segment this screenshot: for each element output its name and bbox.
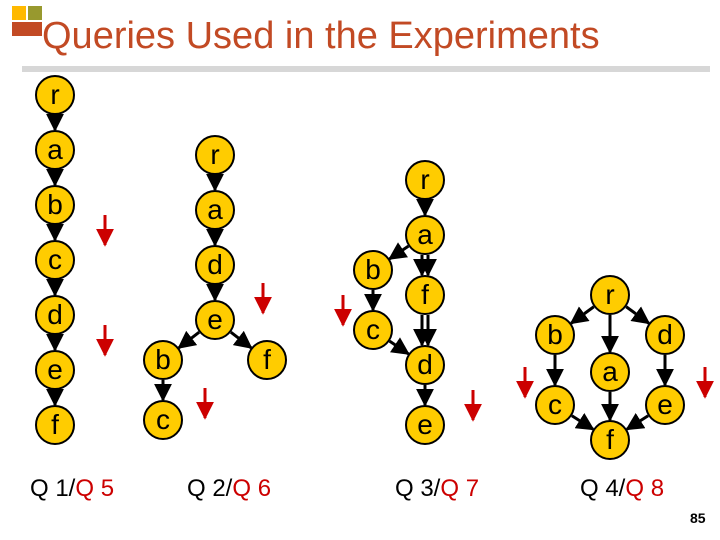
- node-f4: f: [590, 420, 630, 460]
- caption-q2q6: Q 2/Q 6: [187, 475, 271, 503]
- node-d1: d: [35, 295, 75, 335]
- caption-q1q5: Q 1/Q 5: [30, 475, 114, 503]
- node-e4: e: [645, 385, 685, 425]
- node-r2: r: [195, 135, 235, 175]
- caption-q3q7: Q 3/Q 7: [395, 475, 479, 503]
- node-b3: b: [353, 250, 393, 290]
- node-d4: d: [645, 315, 685, 355]
- node-r4: r: [590, 275, 630, 315]
- node-e1: e: [35, 350, 75, 390]
- node-r1: r: [35, 75, 75, 115]
- node-b4: b: [535, 315, 575, 355]
- node-a1: a: [35, 130, 75, 170]
- node-e2: e: [195, 300, 235, 340]
- node-r3: r: [405, 160, 445, 200]
- accent-yellow: [12, 6, 26, 20]
- node-c4: c: [535, 385, 575, 425]
- node-a3: a: [405, 215, 445, 255]
- node-d2: d: [195, 245, 235, 285]
- node-a2: a: [195, 190, 235, 230]
- node-c2: c: [143, 400, 183, 440]
- accent-olive: [28, 6, 42, 20]
- node-b1: b: [35, 185, 75, 225]
- page-title: Queries Used in the Experiments: [42, 15, 600, 58]
- node-d3: d: [405, 345, 445, 385]
- accent-brown: [12, 22, 42, 36]
- node-a4: a: [590, 352, 630, 392]
- title-bar: Queries Used in the Experiments: [12, 6, 720, 66]
- node-b2: b: [143, 340, 183, 380]
- node-e3: e: [405, 405, 445, 445]
- caption-q4q8: Q 4/Q 8: [580, 475, 664, 503]
- node-f1: f: [35, 405, 75, 445]
- page-number: 85: [690, 510, 706, 526]
- node-c1: c: [35, 240, 75, 280]
- node-c3: c: [353, 310, 393, 350]
- node-f2: f: [247, 340, 287, 380]
- node-f3: f: [405, 275, 445, 315]
